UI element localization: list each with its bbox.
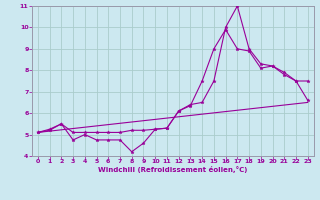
X-axis label: Windchill (Refroidissement éolien,°C): Windchill (Refroidissement éolien,°C) [98, 166, 247, 173]
